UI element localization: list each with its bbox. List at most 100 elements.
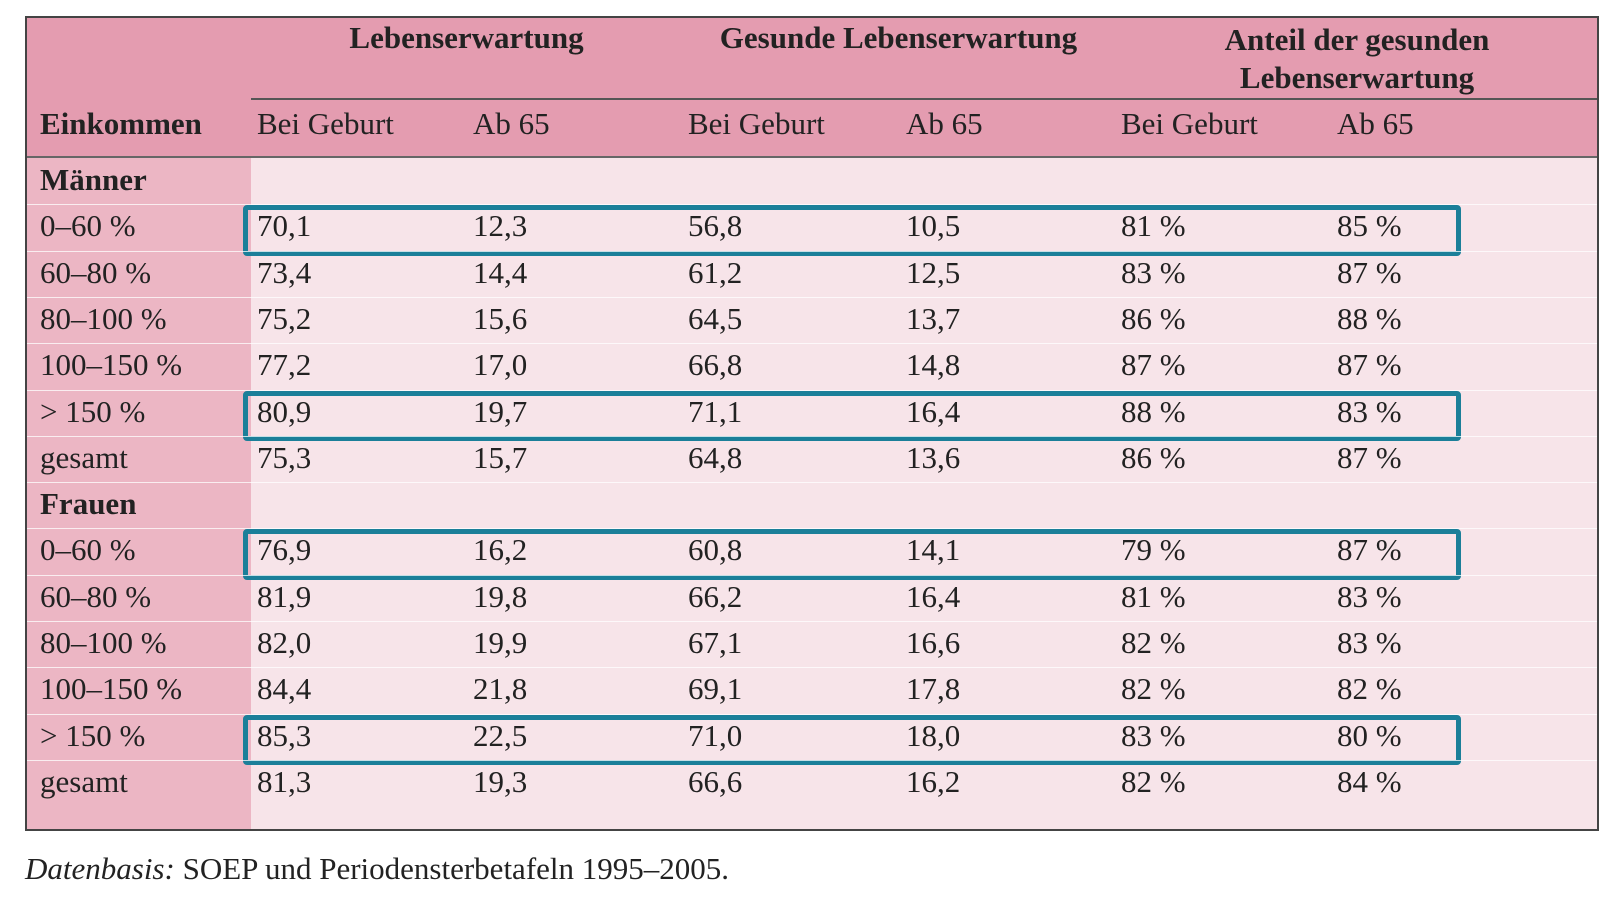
table-cell: 86 % [1121, 300, 1186, 336]
table-cell: 83 % [1121, 254, 1186, 290]
income-life-expectancy-table: Männer 0–60 % 70,1 12,3 56,8 10,5 81 % 85 % 60–8… [25, 16, 1599, 831]
sub-header-2: Ab 65 [473, 106, 550, 141]
table-cell: 16,2 [906, 763, 961, 799]
table-cell: 69,1 [688, 671, 743, 707]
row-separator [27, 759, 1597, 761]
table-cell: 76,9 [257, 532, 312, 568]
table-cell: 16,6 [906, 625, 961, 660]
group-header-3: Anteil der gesunden Lebenserwartung [1224, 22, 1490, 95]
table-cell: 87 % [1121, 347, 1186, 383]
row-separator [27, 250, 1597, 252]
table-cell: 19,9 [473, 625, 528, 660]
sub-header-5: Bei Geburt [1121, 106, 1258, 141]
row-label: 100–150 % [40, 671, 183, 707]
table-cell: 82 % [1121, 671, 1186, 707]
caption-text: SOEP und Periodensterbetafeln 1995–2005. [174, 851, 730, 886]
table-cell: 14,1 [906, 532, 961, 568]
section-title-2: Frauen [40, 486, 137, 522]
table-cell: 82 % [1337, 671, 1402, 707]
row-label: 0–60 % [40, 208, 136, 244]
table-cell: 17,0 [473, 347, 528, 383]
row-label: 80–100 % [40, 300, 167, 336]
highlight-box [243, 390, 1461, 441]
table-cell: 16,4 [906, 393, 961, 429]
table-cell: 19,8 [473, 578, 528, 614]
table-cell: 10,5 [906, 208, 961, 244]
table-caption: Datenbasis: SOEP und Periodensterbetafel… [25, 851, 729, 887]
group-header-1: Lebenserwartung [349, 20, 584, 55]
table-cell: 81 % [1121, 208, 1186, 244]
table-cell: 22,5 [473, 717, 528, 753]
table-cell: 81 % [1121, 578, 1186, 614]
table-cell: 88 % [1121, 393, 1186, 429]
row-label: gesamt [40, 763, 128, 799]
table-cell: 16,4 [906, 578, 961, 614]
table-header-background [27, 18, 1597, 158]
row-separator [27, 435, 1597, 437]
row-separator [27, 204, 1597, 206]
table-cell: 86 % [1121, 439, 1186, 475]
table-cell: 66,6 [688, 763, 743, 799]
table-cell: 64,5 [688, 300, 743, 336]
table-cell: 71,1 [688, 393, 743, 429]
table-cell: 84,4 [257, 671, 312, 707]
table-cell: 15,6 [473, 300, 528, 336]
table-cell: 75,2 [257, 300, 312, 336]
row-separator [27, 667, 1597, 669]
row-separator [27, 713, 1597, 715]
table-cell: 12,3 [473, 208, 528, 244]
sub-header-4: Ab 65 [906, 106, 983, 141]
row-header-label: Einkommen [40, 106, 202, 141]
header-divider [251, 98, 1597, 100]
table-cell: 83 % [1337, 578, 1402, 614]
table-cell: 64,8 [688, 439, 743, 475]
table-cell: 83 % [1337, 625, 1402, 660]
table-cell: 77,2 [257, 347, 312, 383]
row-label: 100–150 % [40, 347, 183, 383]
table-cell: 84 % [1337, 763, 1402, 799]
first-column-background [27, 158, 251, 829]
table-cell: 79 % [1121, 532, 1186, 568]
sub-header-3: Bei Geburt [688, 106, 825, 141]
row-separator [27, 343, 1597, 345]
table-cell: 87 % [1337, 532, 1402, 568]
table-cell: 14,4 [473, 254, 528, 290]
table-cell: 66,2 [688, 578, 743, 614]
table-cell: 82 % [1121, 763, 1186, 799]
table-cell: 70,1 [257, 208, 312, 244]
table-cell: 85,3 [257, 717, 312, 753]
table-cell: 18,0 [906, 717, 961, 753]
table-cell: 82,0 [257, 625, 312, 660]
group-header-2: Gesunde Lebenserwartung [719, 20, 1078, 55]
table-cell: 12,5 [906, 254, 961, 290]
table-cell: 61,2 [688, 254, 743, 290]
table-cell: 21,8 [473, 671, 528, 707]
table-cell: 13,6 [906, 439, 961, 475]
row-label: 60–80 % [40, 578, 152, 614]
row-label: gesamt [40, 439, 128, 475]
table-cell: 14,8 [906, 347, 961, 383]
row-label: 80–100 % [40, 625, 167, 660]
table-cell: 82 % [1121, 625, 1186, 660]
table-cell: 16,2 [473, 532, 528, 568]
table-cell: 15,7 [473, 439, 528, 475]
row-label: > 150 % [40, 393, 146, 429]
table-cell: 67,1 [688, 625, 743, 660]
row-separator [27, 296, 1597, 298]
table-cell: 56,8 [688, 208, 743, 244]
table-cell: 88 % [1337, 300, 1402, 336]
table-cell: 19,3 [473, 763, 528, 799]
sub-header-1: Bei Geburt [257, 106, 394, 141]
table-cell: 19,7 [473, 393, 528, 429]
table-cell: 87 % [1337, 254, 1402, 290]
table-cell: 83 % [1121, 717, 1186, 753]
table-cell: 71,0 [688, 717, 743, 753]
table-cell: 87 % [1337, 439, 1402, 475]
highlight-box [243, 714, 1461, 765]
table-cell: 80 % [1337, 717, 1402, 753]
row-separator [27, 389, 1597, 391]
table-cell: 81,9 [257, 578, 312, 614]
sub-header-6: Ab 65 [1337, 106, 1414, 141]
section-title-1: Männer [40, 162, 147, 197]
row-separator [27, 482, 1597, 484]
